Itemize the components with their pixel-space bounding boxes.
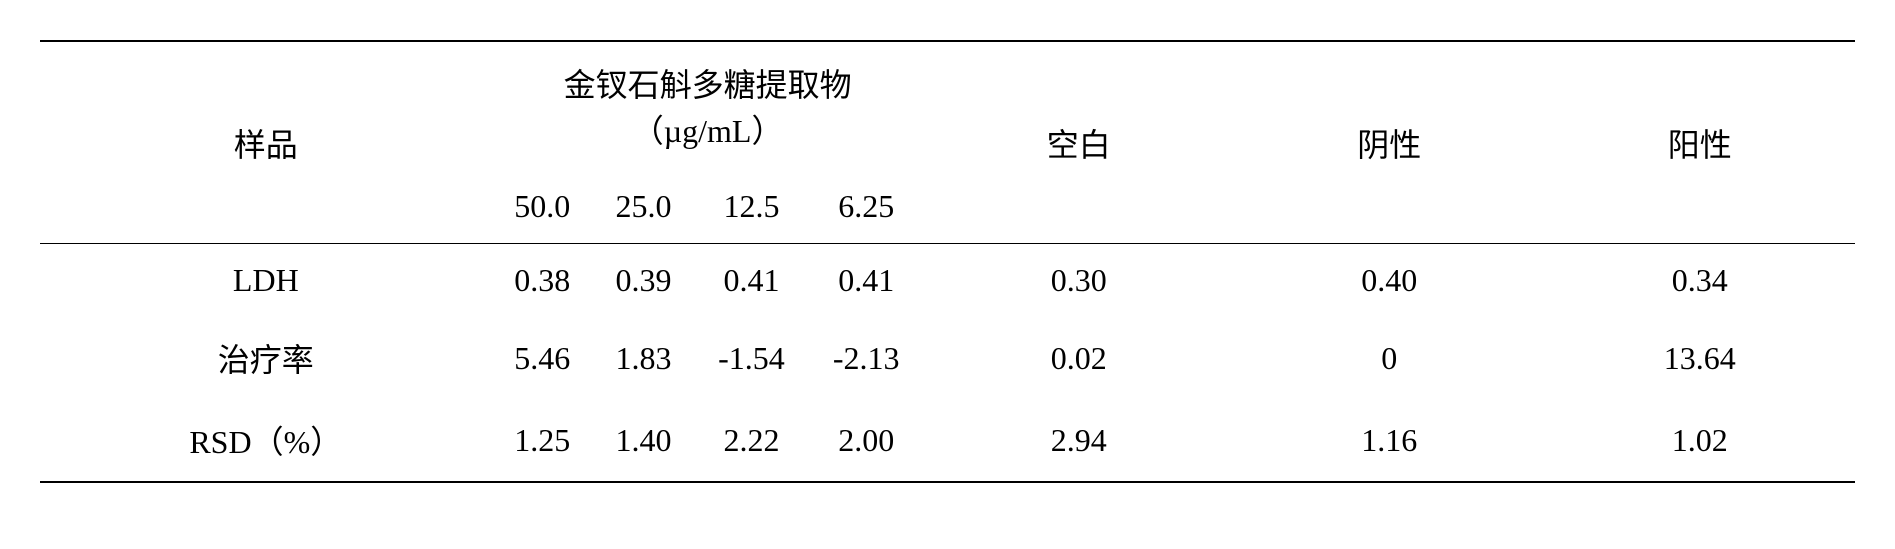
row-0-cell-4: 0.30 [924,244,1234,318]
row-1-cell-5: 0 [1234,317,1544,399]
row-2-label: RSD（%） [189,424,342,460]
row-2-val-0: 1.25 [514,422,570,458]
row-1-val-2: -1.54 [718,340,785,376]
row-0-cell-6: 0.34 [1545,244,1856,318]
row-0-label-cell: LDH [40,244,492,318]
row-0-cell-0: 0.38 [492,244,593,318]
conc-0: 50.0 [492,170,593,244]
row-1-label: 治疗率 [218,342,314,378]
row-0-cell-2: 0.41 [694,244,809,318]
header-negative: 阴性 [1234,41,1544,244]
header-positive-label: 阳性 [1668,127,1732,163]
row-0-val-1: 0.39 [615,262,671,298]
row-1-cell-3: -2.13 [809,317,924,399]
header-extract-label: 金钗石斛多糖提取物（µg/mL） [564,67,852,149]
row-1-cell-6: 13.64 [1545,317,1856,399]
row-0-cell-1: 0.39 [593,244,694,318]
data-table: 样品 金钗石斛多糖提取物（µg/mL） 空白 阴性 阳性 50.0 25.0 1… [40,40,1855,483]
header-sample: 样品 [40,41,492,244]
row-0-val-0: 0.38 [514,262,570,298]
conc-0-label: 50.0 [514,188,570,224]
row-1-cell-1: 1.83 [593,317,694,399]
row-2-label-cell: RSD（%） [40,399,492,482]
row-0-val-4: 0.30 [1051,262,1107,298]
header-positive: 阳性 [1545,41,1856,244]
conc-2-label: 12.5 [723,188,779,224]
row-2-val-2: 2.22 [723,422,779,458]
row-2-cell-5: 1.16 [1234,399,1544,482]
table-row: RSD（%） 1.25 1.40 2.22 2.00 2.94 1.16 1.0… [40,399,1855,482]
row-2-cell-6: 1.02 [1545,399,1856,482]
conc-3: 6.25 [809,170,924,244]
row-2-cell-3: 2.00 [809,399,924,482]
row-1-cell-0: 5.46 [492,317,593,399]
row-0-label: LDH [233,262,299,298]
row-2-cell-4: 2.94 [924,399,1234,482]
row-1-val-6: 13.64 [1664,340,1736,376]
header-blank-label: 空白 [1047,127,1111,163]
row-2-val-5: 1.16 [1361,422,1417,458]
row-2-val-4: 2.94 [1051,422,1107,458]
row-2-cell-1: 1.40 [593,399,694,482]
row-0-val-5: 0.40 [1361,262,1417,298]
row-0-cell-3: 0.41 [809,244,924,318]
header-negative-label: 阴性 [1357,127,1421,163]
conc-1: 25.0 [593,170,694,244]
row-1-val-1: 1.83 [615,340,671,376]
table-row: LDH 0.38 0.39 0.41 0.41 0.30 0.40 0.34 [40,244,1855,318]
header-blank: 空白 [924,41,1234,244]
row-2-val-6: 1.02 [1672,422,1728,458]
row-2-cell-2: 2.22 [694,399,809,482]
header-extract-group: 金钗石斛多糖提取物（µg/mL） [492,41,924,170]
row-2-val-1: 1.40 [615,422,671,458]
row-0-val-2: 0.41 [723,262,779,298]
row-1-cell-2: -1.54 [694,317,809,399]
conc-2: 12.5 [694,170,809,244]
conc-1-label: 25.0 [615,188,671,224]
row-2-val-3: 2.00 [838,422,894,458]
row-0-val-3: 0.41 [838,262,894,298]
row-1-label-cell: 治疗率 [40,317,492,399]
row-1-val-4: 0.02 [1051,340,1107,376]
conc-3-label: 6.25 [838,188,894,224]
row-1-cell-4: 0.02 [924,317,1234,399]
row-0-cell-5: 0.40 [1234,244,1544,318]
header-sample-label: 样品 [234,127,298,163]
table-header-row: 样品 金钗石斛多糖提取物（µg/mL） 空白 阴性 阳性 [40,41,1855,170]
table-row: 治疗率 5.46 1.83 -1.54 -2.13 0.02 0 13.64 [40,317,1855,399]
row-1-val-0: 5.46 [514,340,570,376]
row-0-val-6: 0.34 [1672,262,1728,298]
row-2-cell-0: 1.25 [492,399,593,482]
row-1-val-3: -2.13 [833,340,900,376]
row-1-val-5: 0 [1381,340,1397,376]
